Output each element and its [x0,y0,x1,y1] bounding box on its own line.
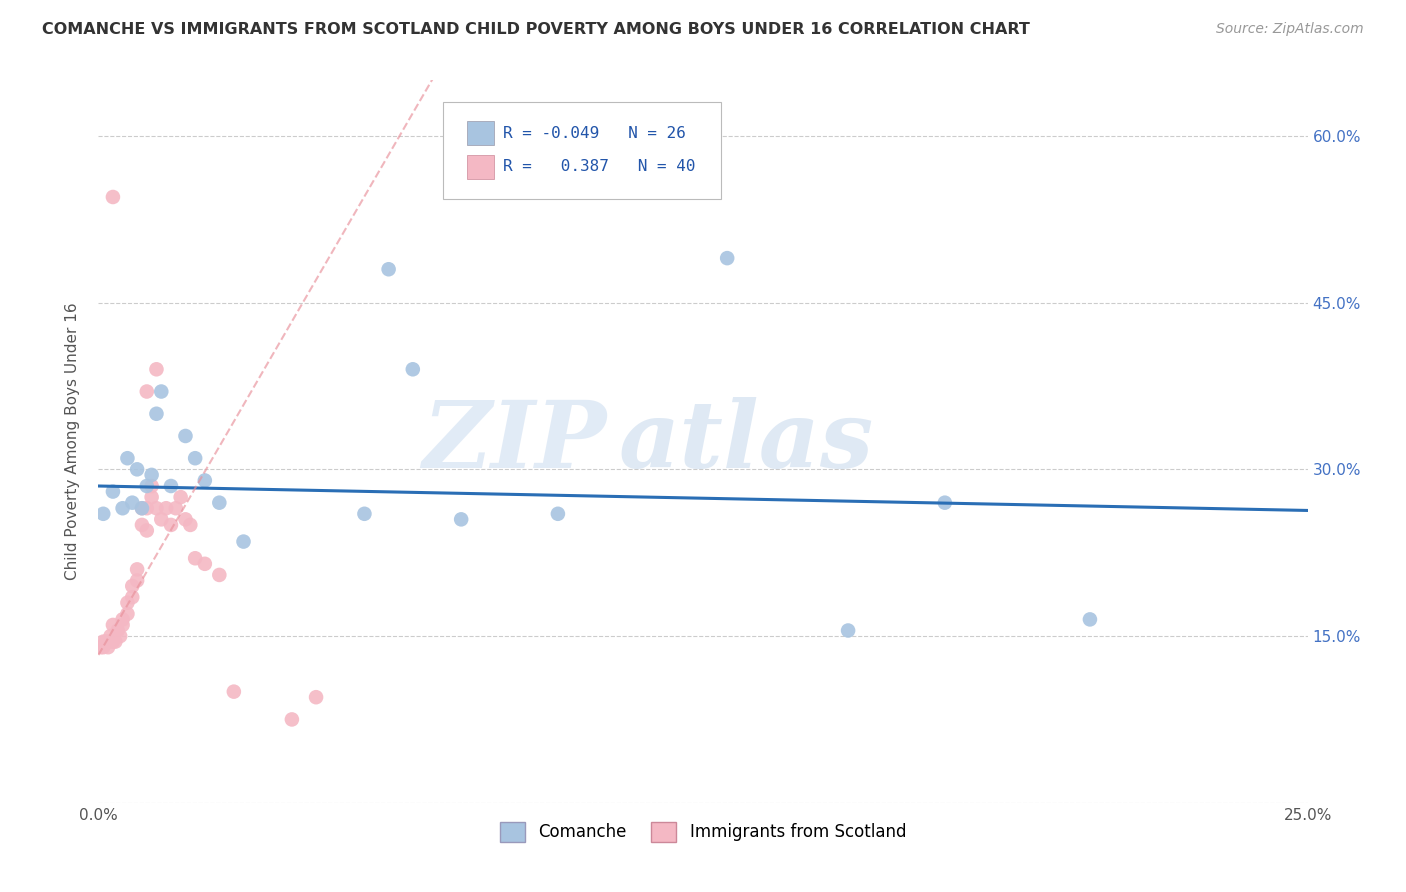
Point [150,384,173,399]
Point [402,362,425,376]
Y-axis label: Child Poverty Among Boys Under 16: Child Poverty Among Boys Under 16 [65,302,80,581]
Bar [467,121,494,145]
Point [127,462,149,476]
Point [101,618,124,632]
Point [934,496,956,510]
Point [145,407,167,421]
Point [377,262,399,277]
Point [305,690,328,705]
Point [131,501,153,516]
Point [145,362,167,376]
Point [141,467,163,482]
Point [232,534,254,549]
Text: R =   0.387   N = 40: R = 0.387 N = 40 [503,160,696,175]
Point [91,634,114,648]
Point [108,629,131,643]
Point [121,579,143,593]
Point [111,501,134,516]
Point [121,496,143,510]
Point [141,490,163,504]
Point [281,713,304,727]
Point [194,474,217,488]
Point [179,517,201,532]
Point [94,634,117,648]
Point [111,612,134,626]
Point [107,624,129,638]
Point [174,512,197,526]
Point [165,501,187,516]
Point [117,607,139,621]
Point [353,507,375,521]
Point [117,596,139,610]
Bar [467,155,494,179]
Point [127,574,149,588]
Point [121,590,143,604]
Text: ZIP: ZIP [422,397,606,486]
Point [547,507,569,521]
Point [194,557,217,571]
Point [104,634,127,648]
Point [100,629,122,643]
Point [837,624,859,638]
Point [135,524,157,538]
Point [208,568,231,582]
Point [169,490,191,504]
Point [150,512,173,526]
Point [101,190,124,204]
Point [160,517,183,532]
Point [131,517,153,532]
Point [97,640,120,655]
Point [160,479,183,493]
Point [91,640,114,655]
Text: atlas: atlas [619,397,873,486]
Point [145,501,167,516]
Text: COMANCHE VS IMMIGRANTS FROM SCOTLAND CHILD POVERTY AMONG BOYS UNDER 16 CORRELATI: COMANCHE VS IMMIGRANTS FROM SCOTLAND CHI… [42,22,1031,37]
Text: R = -0.049   N = 26: R = -0.049 N = 26 [503,126,686,141]
Point [716,251,738,265]
Point [111,618,134,632]
Point [222,684,245,698]
Point [184,551,207,566]
Point [184,451,207,466]
Point [90,640,112,655]
Point [131,501,153,516]
Point [208,496,231,510]
Point [174,429,197,443]
Point [101,634,124,648]
Point [141,479,163,493]
Point [135,384,157,399]
Point [127,562,149,576]
Point [117,451,139,466]
Point [97,634,120,648]
Point [135,479,157,493]
Legend: Comanche, Immigrants from Scotland: Comanche, Immigrants from Scotland [494,815,912,848]
Point [101,484,124,499]
Point [155,501,177,516]
Point [135,501,157,516]
Text: Source: ZipAtlas.com: Source: ZipAtlas.com [1216,22,1364,37]
FancyBboxPatch shape [443,102,721,200]
Point [91,507,114,521]
Point [1078,612,1101,626]
Point [450,512,472,526]
